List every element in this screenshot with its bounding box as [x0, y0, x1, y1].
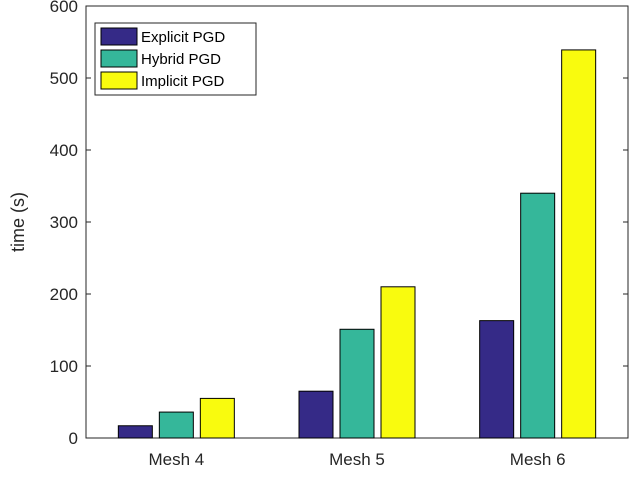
bar	[561, 49, 597, 439]
y-tick-label: 200	[50, 285, 78, 304]
y-tick-label: 600	[50, 0, 78, 16]
bar	[520, 192, 556, 439]
plot-area: 0 100 200 300 400 500 600 Mesh 4 Mesh 5 Mesh 6	[50, 0, 629, 469]
bar	[339, 328, 375, 439]
x-tick-label: Mesh 4	[148, 450, 204, 469]
y-tick-label: 100	[50, 357, 78, 376]
bar	[380, 286, 416, 439]
legend-label: Hybrid PGD	[141, 51, 221, 68]
x-tick-label: Mesh 5	[329, 450, 385, 469]
legend-label: Explicit PGD	[141, 29, 225, 46]
legend-swatch	[100, 49, 138, 68]
y-axis-label: time (s)	[8, 192, 28, 252]
y-tick-label: 0	[69, 429, 78, 448]
bar	[199, 397, 235, 439]
legend: Explicit PGD Hybrid PGD Implicit PGD	[94, 22, 257, 96]
bar	[479, 320, 515, 439]
legend-swatch	[100, 71, 138, 90]
legend-label: Implicit PGD	[141, 73, 225, 90]
bar	[298, 390, 334, 439]
y-tick-label: 300	[50, 213, 78, 232]
y-tick-label: 500	[50, 69, 78, 88]
bar	[158, 411, 194, 439]
x-tick-label: Mesh 6	[510, 450, 566, 469]
legend-swatch	[100, 27, 138, 46]
y-tick-label: 400	[50, 141, 78, 160]
bar	[117, 425, 153, 439]
